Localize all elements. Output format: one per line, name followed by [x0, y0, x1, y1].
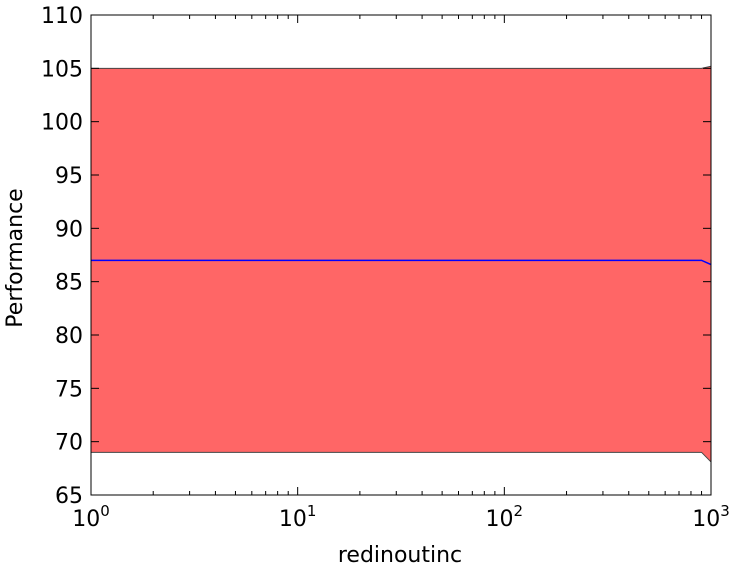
- y-tick-label-110: 110: [41, 4, 83, 29]
- y-tick-label-65: 65: [55, 484, 83, 509]
- plot-area: [90, 14, 712, 496]
- y-axis-label: Performance: [3, 188, 28, 327]
- y-tick-label-105: 105: [41, 57, 83, 82]
- y-tick-label-75: 75: [55, 377, 83, 402]
- confidence-band-0: [91, 66, 711, 462]
- axis-ticks: 65 70 75 80 85 90 95 100 105 110 100 101 102 103: [41, 4, 730, 532]
- y-tick-label-80: 80: [55, 324, 83, 349]
- x-tick-label-10: 101: [279, 502, 317, 532]
- y-tick-label-70: 70: [55, 431, 83, 456]
- plot-frame: [90, 14, 712, 496]
- band-lower-edge-0: [91, 451, 712, 463]
- y-tick-label-100: 100: [41, 111, 83, 136]
- band-upper-edge-0: [91, 65, 712, 69]
- x-tick-label-1: 100: [72, 502, 110, 532]
- x-tick-label-1000: 103: [692, 502, 730, 532]
- x-tick-label-100: 102: [486, 502, 524, 532]
- y-tick-label-85: 85: [55, 271, 83, 296]
- x-axis-label: redinoutinc: [338, 543, 462, 568]
- mean-line-0: [91, 259, 712, 266]
- y-tick-label-90: 90: [55, 217, 83, 242]
- y-tick-label-95: 95: [55, 164, 83, 189]
